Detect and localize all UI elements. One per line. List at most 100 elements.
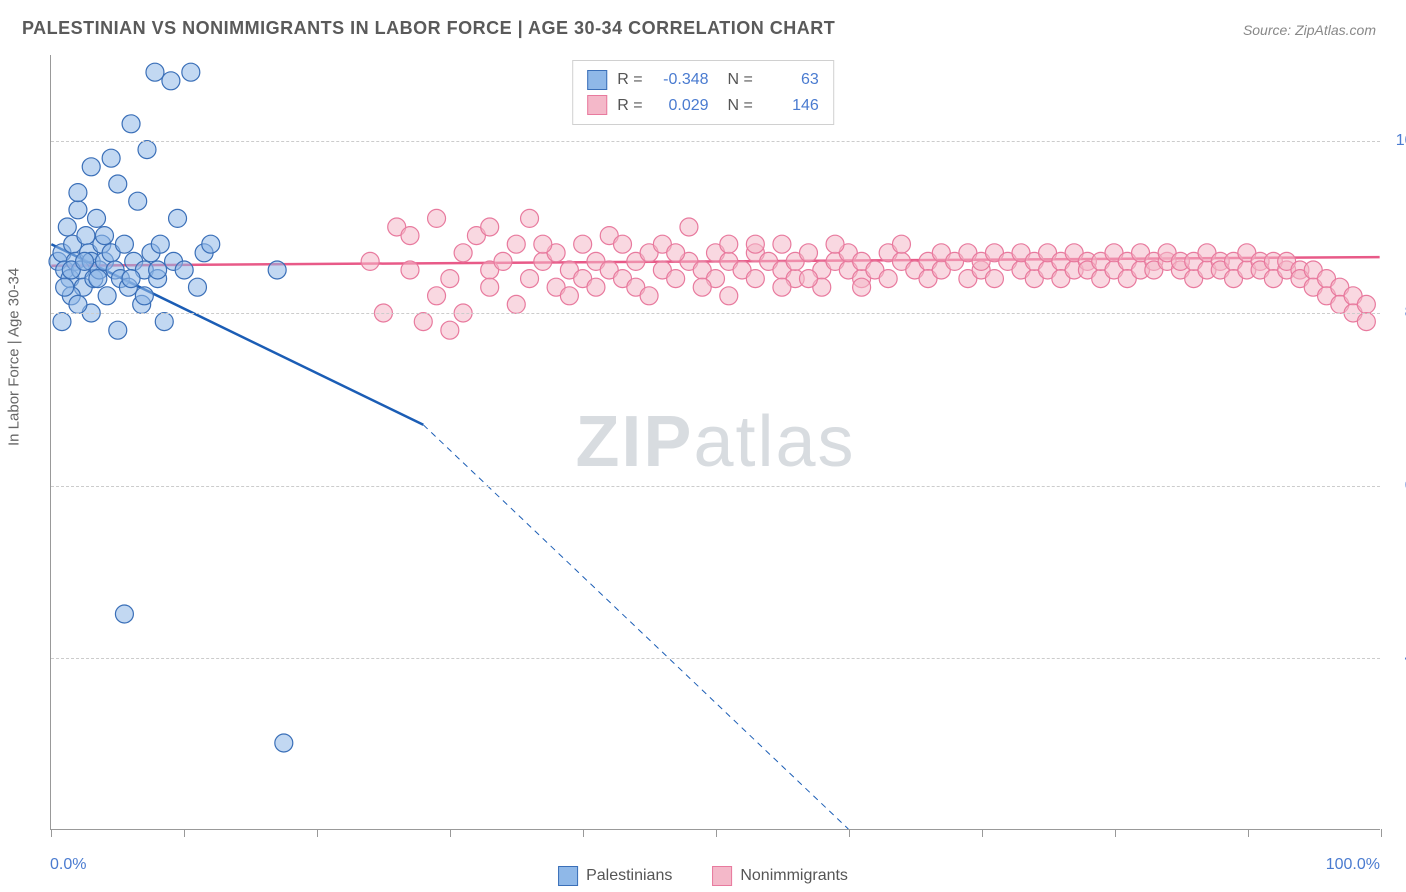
- data-point: [109, 321, 127, 339]
- data-point: [640, 287, 658, 305]
- data-point: [667, 270, 685, 288]
- legend-swatch: [587, 95, 607, 115]
- legend-n-value: 146: [763, 93, 819, 119]
- data-point: [169, 209, 187, 227]
- data-point: [88, 209, 106, 227]
- data-point: [149, 261, 167, 279]
- data-point: [77, 227, 95, 245]
- legend-r-label: R =: [617, 93, 642, 119]
- data-point: [58, 218, 76, 236]
- scatter-svg: [51, 55, 1380, 829]
- data-point: [151, 235, 169, 253]
- data-point: [1357, 295, 1375, 313]
- data-point: [746, 235, 764, 253]
- data-point: [507, 295, 525, 313]
- legend-bottom-item: Nonimmigrants: [712, 866, 848, 886]
- x-tick: [317, 829, 318, 837]
- y-axis-label: In Labor Force | Age 30-34: [6, 268, 23, 446]
- data-point: [401, 261, 419, 279]
- legend-r-label: R =: [617, 67, 642, 93]
- data-point: [102, 149, 120, 167]
- legend-n-value: 63: [763, 67, 819, 93]
- gridline: [51, 486, 1380, 487]
- legend-row: R = -0.348 N = 63: [587, 67, 819, 93]
- data-point: [680, 218, 698, 236]
- data-point: [574, 235, 592, 253]
- legend-label: Palestinians: [586, 867, 672, 885]
- data-point: [53, 313, 71, 331]
- legend-r-value: 0.029: [653, 93, 709, 119]
- data-point: [587, 278, 605, 296]
- x-tick-label-min: 0.0%: [50, 856, 86, 874]
- data-point: [560, 287, 578, 305]
- y-tick-label: 100.0%: [1390, 132, 1406, 150]
- data-point: [82, 158, 100, 176]
- data-point: [89, 270, 107, 288]
- legend-swatch: [558, 866, 578, 886]
- legend-swatch: [587, 70, 607, 90]
- data-point: [985, 270, 1003, 288]
- data-point: [69, 295, 87, 313]
- legend-n-label: N =: [719, 67, 753, 93]
- data-point: [146, 63, 164, 81]
- data-point: [96, 227, 114, 245]
- x-tick: [184, 829, 185, 837]
- data-point: [69, 201, 87, 219]
- data-point: [799, 270, 817, 288]
- series-legend: Palestinians Nonimmigrants: [558, 866, 848, 886]
- legend-bottom-item: Palestinians: [558, 866, 672, 886]
- data-point: [521, 209, 539, 227]
- data-point: [773, 235, 791, 253]
- data-point: [507, 235, 525, 253]
- data-point: [428, 287, 446, 305]
- data-point: [135, 287, 153, 305]
- data-point: [521, 270, 539, 288]
- data-point: [175, 261, 193, 279]
- data-point: [441, 270, 459, 288]
- data-point: [826, 235, 844, 253]
- data-point: [773, 278, 791, 296]
- data-point: [162, 72, 180, 90]
- data-point: [414, 313, 432, 331]
- x-tick: [1115, 829, 1116, 837]
- data-point: [481, 278, 499, 296]
- data-point: [534, 235, 552, 253]
- data-point: [138, 141, 156, 159]
- data-point: [69, 184, 87, 202]
- y-tick-label: 40.0%: [1390, 649, 1406, 667]
- x-tick: [1381, 829, 1382, 837]
- gridline: [51, 658, 1380, 659]
- x-tick: [982, 829, 983, 837]
- legend-row: R = 0.029 N = 146: [587, 93, 819, 119]
- data-point: [202, 235, 220, 253]
- x-tick: [51, 829, 52, 837]
- data-point: [76, 252, 94, 270]
- data-point: [614, 235, 632, 253]
- data-point: [1357, 313, 1375, 331]
- x-tick: [1248, 829, 1249, 837]
- data-point: [129, 192, 147, 210]
- data-point: [98, 287, 116, 305]
- data-point: [853, 278, 871, 296]
- data-point: [115, 235, 133, 253]
- data-point: [122, 115, 140, 133]
- y-tick-label: 60.0%: [1390, 477, 1406, 495]
- data-point: [115, 605, 133, 623]
- data-point: [182, 63, 200, 81]
- data-point: [799, 244, 817, 262]
- legend-r-value: -0.348: [653, 67, 709, 93]
- chart-plot-area: ZIPatlas 40.0%60.0%80.0%100.0%: [50, 55, 1380, 830]
- data-point: [122, 270, 140, 288]
- x-tick: [450, 829, 451, 837]
- source-attribution: Source: ZipAtlas.com: [1243, 22, 1376, 38]
- data-point: [494, 252, 512, 270]
- chart-title: PALESTINIAN VS NONIMMIGRANTS IN LABOR FO…: [22, 18, 835, 39]
- legend-n-label: N =: [719, 93, 753, 119]
- data-point: [109, 175, 127, 193]
- data-point: [720, 287, 738, 305]
- data-point: [428, 209, 446, 227]
- data-point: [667, 244, 685, 262]
- data-point: [454, 244, 472, 262]
- data-point: [879, 270, 897, 288]
- legend-label: Nonimmigrants: [740, 867, 848, 885]
